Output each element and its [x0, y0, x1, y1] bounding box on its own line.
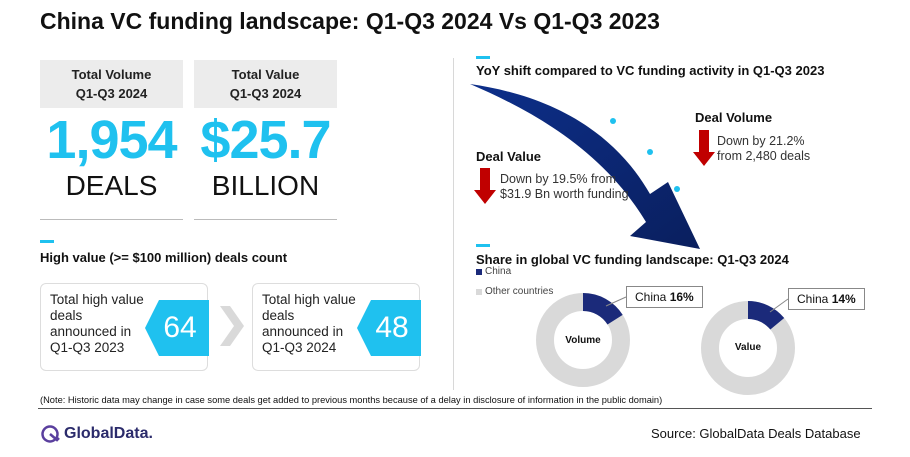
donut-label: Value [734, 342, 762, 353]
globaldata-logo-icon [41, 425, 60, 443]
share-heading: Share in global VC funding landscape: Q1… [476, 252, 789, 267]
down-arrow-icon [693, 130, 715, 166]
high-value-card-2024: Total high value deals announced in Q1-Q… [252, 283, 421, 371]
high-value-card-text: Total high value deals announced in Q1-Q… [262, 292, 356, 355]
kpi-value: 1,954 [46, 110, 177, 170]
kpi-unit: BILLION [211, 170, 320, 201]
callout-volume: China 16% [626, 286, 703, 308]
legend-swatch [476, 288, 482, 295]
kpi-total-volume: Total Volume Q1-Q3 2024 1,954 DEALS [40, 60, 183, 220]
donut-chart-volume [536, 293, 630, 387]
hexagon-badge-icon [357, 300, 421, 356]
high-value-heading: High value (>= $100 million) deals count [40, 250, 288, 265]
downward-trend-arrow-icon [470, 84, 700, 249]
legend-label: Other countries [485, 286, 554, 297]
page-title: China VC funding landscape: Q1-Q3 2024 V… [40, 8, 660, 34]
kpi-underline [194, 219, 337, 220]
callout-value: 16% [669, 290, 694, 304]
section-accent-dash [476, 56, 490, 59]
kpi-period: Q1-Q3 2024 [229, 86, 302, 101]
footer-divider [38, 408, 872, 409]
donut-china-slice [747, 301, 785, 330]
high-value-count: 48 [375, 311, 409, 344]
legend-label: China [485, 266, 512, 277]
globaldata-logo: GlobalData. [40, 424, 153, 444]
section-accent-dash [476, 244, 490, 247]
deal-volume-text: Down by 21.2% from 2,480 deals [717, 134, 811, 163]
source-text: Source: GlobalData Deals Database [651, 426, 861, 441]
high-value-card-2023: Total high value deals announced in Q1-Q… [40, 283, 209, 371]
kpi-period: Q1-Q3 2024 [75, 86, 148, 101]
kpi-header: Total Volume Q1-Q3 2024 [40, 60, 183, 108]
kpi-total-value: Total Value Q1-Q3 2024 $25.7 BILLION [194, 60, 337, 220]
donut-china-slice [582, 293, 623, 325]
high-value-count: 64 [163, 311, 197, 344]
yoy-heading: YoY shift compared to VC funding activit… [476, 63, 825, 78]
footnote: (Note: Historic data may change in case … [40, 395, 663, 405]
callout-name: China [635, 290, 667, 304]
kpi-label: Total Volume [71, 67, 152, 82]
high-value-card-text: Total high value deals announced in Q1-Q… [50, 292, 144, 355]
section-accent-dash [40, 240, 54, 243]
deal-value-text: Down by 19.5% from $31.9 Bn worth fundin… [500, 172, 629, 201]
legend-swatch [476, 268, 482, 275]
kpi-unit: DEALS [65, 170, 158, 201]
logo-text: GlobalData. [64, 425, 153, 442]
legend-item-china: China [476, 266, 511, 277]
callout-value: 14% [831, 292, 856, 306]
deal-value-title: Deal Value [476, 149, 542, 164]
vertical-divider [453, 58, 454, 390]
kpi-header: Total Value Q1-Q3 2024 [194, 60, 337, 108]
kpi-underline [40, 219, 183, 220]
hexagon-badge-icon [145, 300, 209, 356]
kpi-value: $25.7 [200, 110, 331, 170]
kpi-label: Total Value [231, 67, 300, 82]
donut-chart-value [701, 301, 795, 395]
callout-name: China [797, 292, 829, 306]
callout-value-share: China 14% [788, 288, 865, 310]
legend-item-other: Other countries [476, 286, 553, 297]
down-arrow-icon [474, 168, 496, 204]
chevron-right-icon [220, 306, 244, 346]
deal-volume-title: Deal Volume [695, 110, 773, 125]
donut-label: Volume [565, 335, 601, 346]
